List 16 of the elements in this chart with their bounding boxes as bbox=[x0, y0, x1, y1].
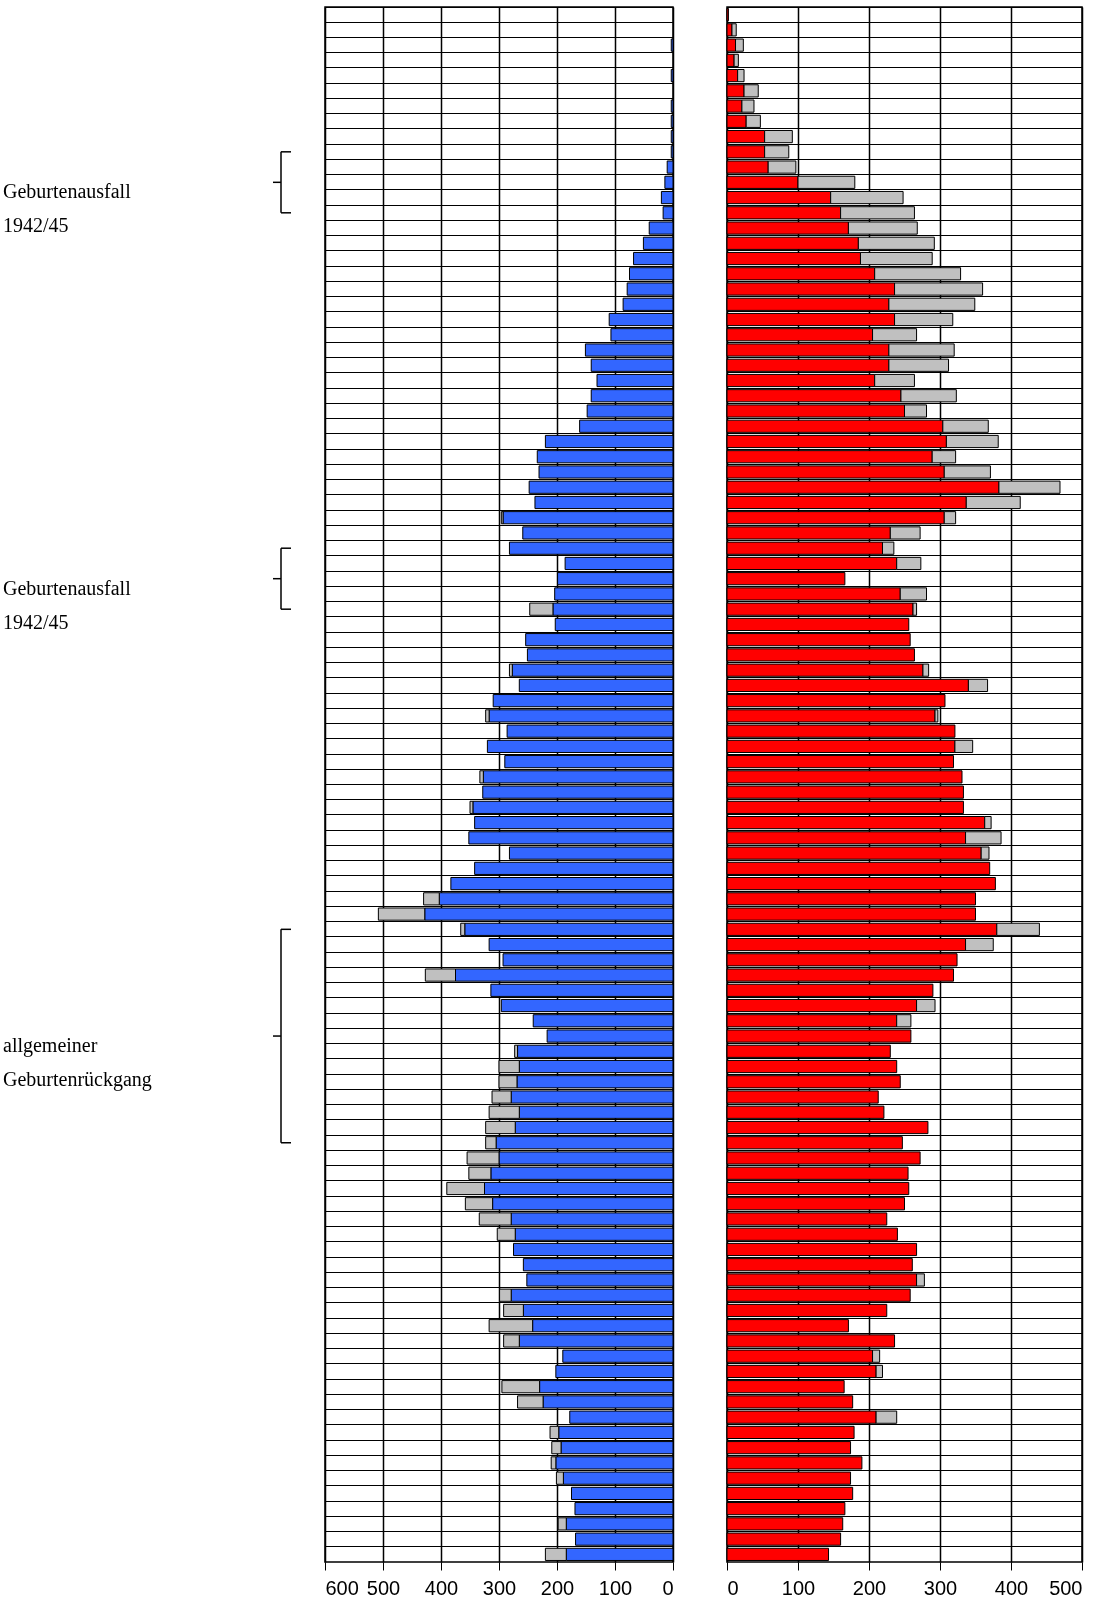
x-tick-label: 400 bbox=[994, 1576, 1029, 1599]
x-tick-label: 100 bbox=[781, 1576, 816, 1599]
text: allgemeiner Geburtenrückgang bbox=[3, 1034, 152, 1092]
x-tick-label: 300 bbox=[923, 1576, 958, 1599]
text: Geburtenausfall 1942/45 bbox=[3, 576, 132, 633]
x-tick-label: 300 bbox=[482, 1576, 517, 1599]
x-tick-label: 600 bbox=[325, 1576, 359, 1599]
x-tick-label: 200 bbox=[540, 1576, 575, 1599]
x-tick-label: 0 bbox=[727, 1576, 739, 1599]
x-tick-label: 100 bbox=[598, 1576, 633, 1599]
x-tick-label: 200 bbox=[852, 1576, 887, 1599]
x-tick-label: 0 bbox=[662, 1576, 674, 1599]
x-tick-label: 500 bbox=[1049, 1576, 1083, 1599]
x-tick-label: 500 bbox=[366, 1576, 401, 1599]
text: Geburtenausfall 1942/45 bbox=[3, 180, 132, 237]
x-tick-label: 400 bbox=[424, 1576, 459, 1599]
